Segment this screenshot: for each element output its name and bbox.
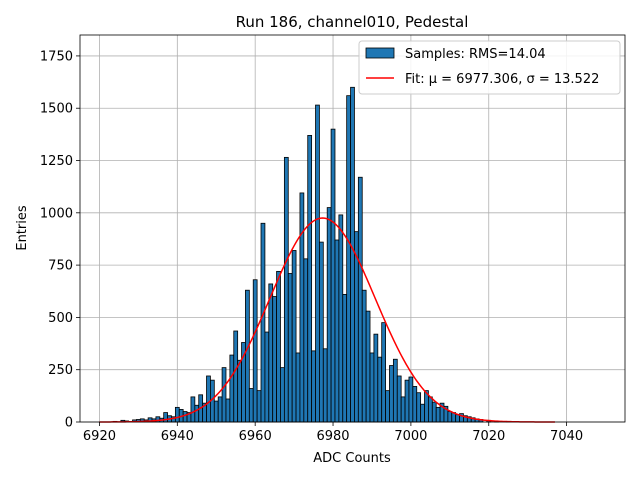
histogram-bar [245,289,250,423]
histogram-bar [330,128,336,423]
histogram-bar [400,396,406,423]
histogram-bar [435,406,441,423]
histogram-bar [408,376,414,423]
plot-frame [79,34,626,423]
histogram-bar [299,192,305,423]
histogram-bar [416,392,422,423]
histogram-bar [319,241,324,423]
histogram-bar [338,214,344,423]
histogram-bar [392,358,398,423]
histogram-bar [365,310,371,423]
histogram-bar [322,348,328,423]
y-tick-label: 1500 [40,102,73,117]
histogram-bar [357,176,363,423]
histogram-bar [350,86,355,423]
histogram-bar [311,350,316,423]
histogram-bar [174,406,180,423]
chart-title: Run 186, channel010, Pedestal [236,13,469,31]
y-tick-label: 0 [65,416,73,431]
legend-samples-label: Samples: RMS=14.04 [405,47,546,62]
histogram-bar [194,404,200,423]
histogram-bar [268,283,274,423]
legend: Samples: RMS=14.04 Fit: μ = 6977.306, σ … [358,40,621,95]
histogram-bar [233,330,239,423]
histogram-bar [455,414,460,423]
y-tick-label: 1000 [40,206,73,221]
histogram-bar [206,375,211,423]
histogram-bar [431,401,437,423]
histogram-bar [377,356,383,423]
histogram-bar [369,352,375,423]
x-tick-label: 7020 [472,429,505,444]
histogram-bar [272,296,277,423]
y-tick-label: 1750 [40,49,73,64]
histogram-bar [217,396,223,423]
histogram-bar [283,156,289,423]
histogram-bar [346,95,351,423]
histogram-bar [260,222,266,423]
x-tick-label: 6940 [161,429,194,444]
y-axis-label: Entries [15,205,30,251]
x-tick-label: 6980 [316,429,349,444]
histogram-bar [291,250,297,423]
legend-fit-label: Fit: μ = 6977.306, σ = 13.522 [405,72,599,87]
histogram-bar [396,375,402,423]
histogram-bar [334,239,340,423]
histogram-bar [404,379,410,423]
histogram-bar [381,322,386,423]
histogram-bar [276,270,281,423]
x-tick-label: 7040 [550,429,583,444]
histogram-bar [315,104,320,423]
histogram-bar [190,396,196,423]
x-axis-label: ADC Counts [313,451,391,466]
histogram-bar [303,258,309,423]
histogram-bar [248,388,254,423]
fit-curve [99,217,555,423]
histogram-bar [252,279,258,423]
histogram-bar [428,396,433,423]
histogram-bar [389,365,394,423]
y-tick-label: 250 [48,363,73,378]
x-tick-label: 6960 [239,429,272,444]
x-tick-label: 6920 [83,429,116,444]
histogram-bar [237,359,242,423]
legend-samples-swatch [365,47,395,59]
histogram-bar [342,293,348,423]
histogram-bar [256,390,262,423]
histogram-bar [225,398,231,423]
histogram-bar [373,333,379,423]
y-axis-ticks: 0 250 500 750 1000 1250 1500 1750 [40,49,80,431]
histogram-bar [447,411,453,423]
histogram-bar [182,411,188,423]
histogram-bar [221,367,227,423]
x-axis-ticks: 6920 6940 6960 6980 7000 7020 7040 [83,422,583,444]
histogram-bar [326,207,332,423]
x-tick-label: 7000 [394,429,427,444]
y-tick-label: 1250 [40,154,73,169]
histogram-bar [229,354,235,423]
histogram-bar [287,273,293,423]
histogram-bar [307,135,313,423]
legend-box [358,40,621,95]
y-tick-label: 750 [48,259,73,274]
histogram-bar [361,289,367,423]
histogram-bar [264,331,270,423]
histogram-bar [295,352,301,423]
histogram-bar [280,367,285,423]
histogram-bar [412,386,418,423]
histogram-bar [420,403,425,423]
histogram-bar [163,412,168,423]
histogram-bar [213,400,219,423]
histogram-bar [385,390,390,423]
y-tick-label: 500 [48,311,73,326]
